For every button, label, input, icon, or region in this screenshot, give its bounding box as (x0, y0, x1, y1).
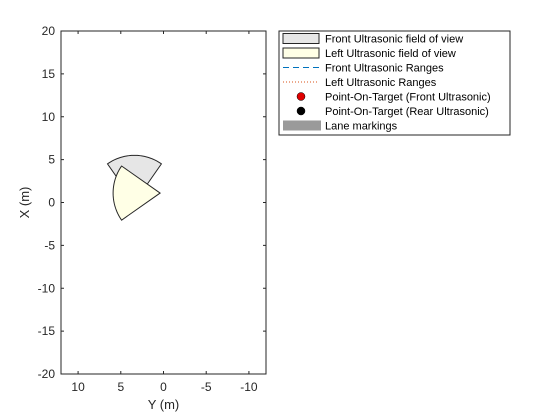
legend-label-point-on-target-rear-ultrasonic: Point-On-Target (Rear Ultrasonic) (325, 106, 489, 118)
y-tick-label: -20 (38, 367, 56, 381)
legend-swatch-lane-markings (283, 120, 321, 131)
legend-label-front-ultrasonic-field-of-view: Front Ultrasonic field of view (325, 34, 463, 46)
y-tick-label: -5 (44, 238, 55, 252)
legend: Front Ultrasonic field of view Left Ultra… (278, 30, 511, 136)
legend-swatch-left-ultrasonic-field-of-view (282, 47, 320, 59)
legend-label-lane-markings: Lane markings (325, 121, 398, 133)
x-tick-label: 5 (117, 380, 124, 394)
y-axis-ticks: 20 15 10 5 0 -5 -10 -15 -20 (38, 24, 266, 381)
legend-label-left-ultrasonic-ranges: Left Ultrasonic Ranges (325, 77, 437, 89)
y-tick-label: 15 (42, 67, 56, 81)
fields-of-view (106, 154, 163, 221)
y-tick-label: 0 (48, 196, 55, 210)
plot-area (61, 31, 266, 374)
legend-label-front-ultrasonic-ranges: Front Ultrasonic Ranges (325, 63, 444, 75)
fov-sector-left (112, 165, 161, 221)
x-tick-label: 10 (71, 380, 85, 394)
x-axis-ticks: 10 5 0 -5 -10 (71, 31, 258, 394)
legend-swatch-point-on-target-front-ultrasonic (296, 92, 306, 101)
legend-label-point-on-target-front-ultrasonic: Point-On-Target (Front Ultrasonic) (325, 92, 491, 104)
x-tick-label: -5 (201, 380, 212, 394)
y-tick-label: -10 (38, 281, 56, 295)
y-axis-label: X (m) (17, 187, 32, 219)
y-tick-label: 20 (42, 24, 56, 38)
legend-swatch-front-ultrasonic-field-of-view (282, 33, 320, 44)
legend-swatch-point-on-target-rear-ultrasonic (296, 106, 306, 116)
y-tick-label: -15 (38, 324, 56, 338)
y-tick-label: 10 (42, 110, 56, 124)
x-tick-label: 0 (160, 380, 167, 394)
y-tick-label: 5 (48, 153, 55, 167)
x-axis-label: Y (m) (148, 397, 180, 412)
x-tick-label: -10 (240, 380, 258, 394)
legend-label-left-ultrasonic-field-of-view: Left Ultrasonic field of view (325, 48, 456, 60)
